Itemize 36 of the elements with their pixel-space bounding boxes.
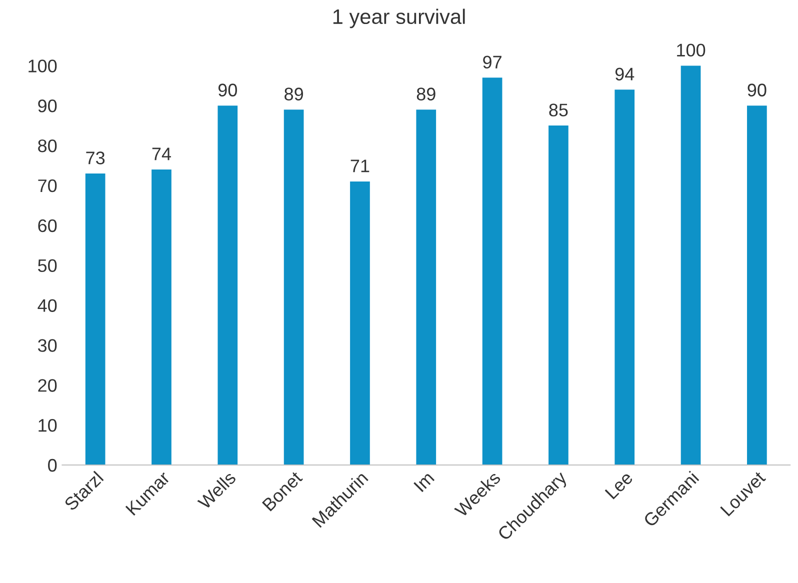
data-label: 94	[615, 68, 634, 80]
bar	[482, 78, 502, 465]
data-label: 89	[284, 88, 303, 100]
y-tick-label: 90	[38, 100, 57, 112]
data-label: 100	[677, 44, 706, 57]
x-tick-label: Lee	[604, 470, 634, 500]
data-label: 85	[549, 104, 568, 116]
bar	[548, 126, 568, 465]
y-tick-label: 80	[38, 139, 57, 152]
data-label: 90	[218, 84, 237, 96]
y-tick-label: 20	[38, 379, 57, 392]
y-tick-label: 70	[38, 179, 57, 192]
bar	[747, 106, 767, 465]
bar	[614, 90, 635, 465]
y-tick-label: 50	[38, 259, 57, 272]
y-tick-label: 10	[38, 419, 57, 432]
y-tick-label: 0	[48, 458, 57, 472]
data-label: 97	[483, 56, 502, 68]
bar	[85, 173, 106, 465]
bar	[350, 181, 370, 465]
data-label: 89	[416, 88, 436, 100]
y-tick-label: 40	[38, 299, 57, 312]
data-label: 73	[86, 152, 105, 164]
chart-title: 1 year survival	[333, 8, 465, 28]
bar	[152, 169, 172, 465]
y-tick-label: 100	[28, 60, 57, 72]
bar	[680, 66, 701, 465]
x-tick-label: Im	[414, 471, 435, 492]
bar	[284, 110, 304, 465]
data-label: 74	[152, 148, 171, 160]
y-tick-label: 30	[38, 339, 57, 352]
data-label: 90	[748, 84, 766, 96]
bar	[218, 106, 238, 465]
data-label: 71	[350, 160, 370, 172]
bar	[416, 110, 436, 465]
y-tick-label: 60	[38, 219, 57, 232]
